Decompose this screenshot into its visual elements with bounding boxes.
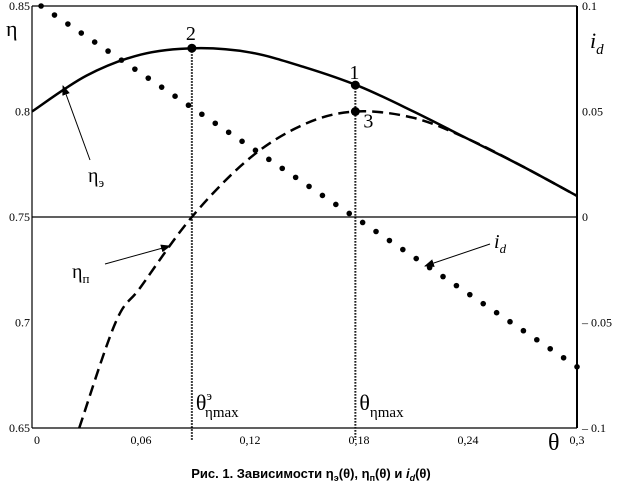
id-series-dot [547, 345, 554, 352]
point-label: 2 [186, 23, 196, 45]
point-label: 1 [349, 62, 359, 84]
x-tick-label: 0 [34, 433, 40, 447]
id-series-dot [225, 129, 232, 136]
x-tick-label: 0,3 [570, 433, 585, 447]
id-series-dot [400, 246, 406, 253]
id-series-dot [440, 273, 446, 280]
id-series-dot [520, 327, 527, 334]
id-series-dot [266, 156, 272, 163]
vline-label-sub: ηmax [205, 405, 239, 421]
id-series-dot [185, 102, 192, 109]
y-right-tick-label: 0.05 [582, 105, 603, 119]
figure-caption: Рис. 1. Зависимости ηэ(θ), ηп(θ) и id(θ) [191, 466, 431, 483]
caption-text: (θ), [339, 466, 362, 481]
x-tick-label: 0,12 [240, 433, 261, 447]
id-series-dot [199, 111, 205, 118]
y-right-label-sub: d [596, 42, 604, 58]
id-series-dot [118, 57, 125, 63]
id-series-dot [373, 228, 379, 235]
id-series-dot [467, 291, 473, 298]
vline-label: θηmax [359, 390, 404, 421]
id-series-dot [51, 12, 58, 18]
x-label: θ [548, 430, 560, 456]
vline-label-sup: э [206, 388, 212, 403]
caption-text: η [326, 466, 334, 481]
id-series-dot [319, 192, 326, 199]
marker-point [350, 80, 360, 90]
series-label-arrow [104, 244, 171, 265]
series-label-sub: d [500, 241, 507, 256]
y-left-tick-label: 0.8 [15, 105, 30, 119]
series-label: ηп [72, 261, 89, 286]
caption-sub: d [410, 473, 416, 483]
series-label-arrow [62, 85, 91, 161]
id-series-dot [292, 174, 299, 181]
series-label-sub: п [82, 271, 89, 286]
y-right-tick-label: 0 [582, 210, 588, 224]
id-series-dot [574, 364, 580, 370]
id-series-dot [252, 147, 259, 154]
series-label: id [494, 231, 507, 256]
eta-p-series-line [78, 110, 578, 429]
id-series-dot [386, 237, 393, 244]
caption-text: (θ) [415, 466, 431, 481]
caption-text: Рис. 1. Зависимости [191, 466, 326, 481]
id-series-dot [239, 138, 245, 145]
id-series-dot [493, 309, 500, 316]
id-series-dot [507, 318, 513, 325]
x-tick-label: 0,06 [131, 433, 152, 447]
caption-sub: п [370, 473, 375, 483]
caption-text: (θ) и [375, 466, 406, 481]
caption-text: η [362, 466, 370, 481]
id-series-dot [132, 66, 138, 72]
eta-e-series-line [31, 46, 578, 197]
y-left-tick-label: 0.75 [9, 210, 30, 224]
marker-point [350, 107, 360, 116]
x-tick-label: 0,24 [458, 433, 479, 447]
id-series-dot [65, 21, 71, 27]
series-label: ηэ [88, 165, 104, 190]
y-left-tick-label: 0.7 [15, 316, 30, 330]
id-series-dot [480, 300, 487, 307]
caption-sub: э [334, 473, 339, 483]
id-series-dot [346, 210, 353, 217]
y-right-tick-label: 0.1 [582, 0, 597, 13]
id-series-dot [78, 30, 85, 36]
id-series-dot [560, 354, 567, 361]
id-series-dot [453, 282, 460, 289]
id-series-dot [279, 165, 286, 172]
id-series-dot [359, 219, 366, 226]
y-right-label: id [590, 28, 604, 58]
id-series-dot [413, 255, 420, 262]
y-right-tick-label: – 0.1 [581, 421, 606, 435]
y-left-tick-label: 0.65 [9, 421, 30, 435]
y-left-label: η [6, 16, 18, 41]
id-series-dot [91, 39, 98, 45]
id-series-dot [158, 84, 165, 90]
id-series-dot [172, 93, 178, 100]
id-series-dot [534, 336, 540, 343]
caption-text: i [406, 466, 410, 481]
series-label-arrow [424, 243, 491, 267]
id-series-dot [306, 183, 312, 190]
id-series-dot [145, 75, 152, 81]
point-label: 3 [363, 111, 373, 133]
y-left-tick-label: 0.85 [9, 0, 30, 13]
vline-label-sub: ηmax [370, 405, 404, 421]
vline-label: θэ ηmax [196, 388, 239, 421]
id-series-dot [105, 48, 111, 54]
marker-point [187, 43, 197, 53]
id-series-dot [426, 264, 433, 271]
x-tick-label: 0,18 [349, 433, 370, 447]
y-right-tick-label: – 0.05 [581, 316, 612, 330]
id-series-dot [212, 120, 219, 127]
id-series-dot [333, 201, 339, 208]
id-series-dot [38, 3, 44, 9]
series-label-sub: э [98, 175, 104, 190]
